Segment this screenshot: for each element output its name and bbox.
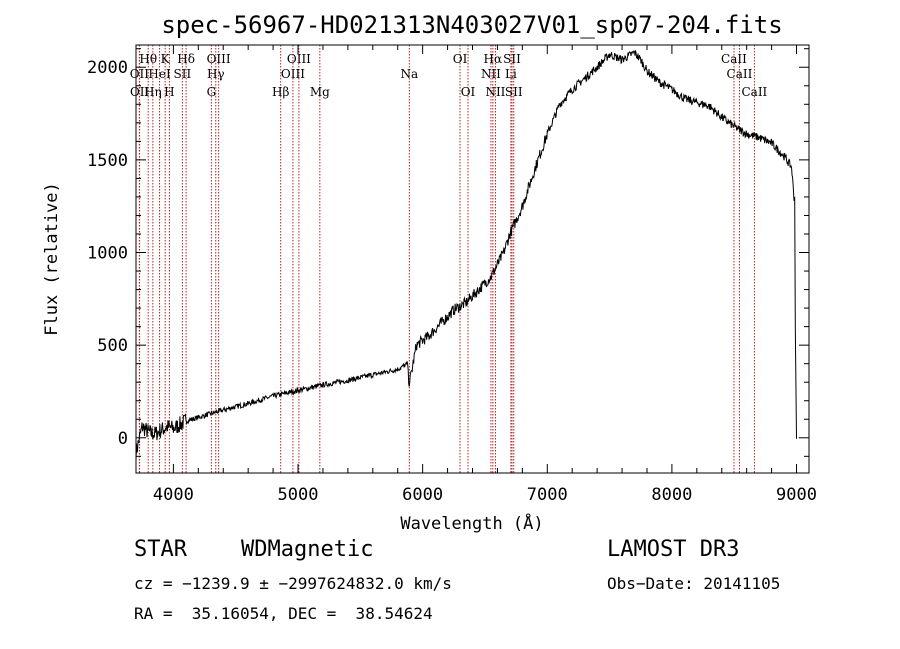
y-tick-label: 0	[118, 429, 128, 449]
x-axis-label: Wavelength (Å)	[400, 512, 543, 534]
spectral-line-label: Hα	[484, 52, 503, 66]
spectral-line-label: HeI	[148, 67, 171, 81]
object-subclass: WDMagnetic	[241, 537, 374, 562]
x-tick-label: 7000	[527, 485, 568, 505]
spectral-line-label: Hβ	[272, 85, 289, 99]
spectral-line-label: OII	[130, 85, 150, 99]
x-tick-label: 4000	[153, 485, 194, 505]
spectral-line-label: Mg	[310, 85, 330, 99]
y-tick-label: 1000	[87, 244, 128, 264]
spectral-line-label: OIII	[281, 67, 305, 81]
spectral-line-label: OII	[130, 67, 150, 81]
x-tick-label: 5000	[278, 485, 319, 505]
observation-date: Obs−Date: 20141105	[607, 574, 781, 593]
plot-frame	[135, 44, 810, 474]
spectral-line-label: Hδ	[177, 52, 195, 66]
spectral-line-label: SII	[505, 85, 523, 99]
survey-name: LAMOST DR3	[607, 537, 740, 562]
x-tick-label: 6000	[402, 485, 443, 505]
spectral-line-label: G	[207, 85, 217, 99]
spectral-line-label: Hθ	[139, 52, 157, 66]
spectral-line-label: Li	[505, 67, 517, 81]
spectral-line-label: CaII	[741, 85, 767, 99]
spectrum-chart: spec-56967-HD021313N403027V01_sp07-204.f…	[42, 11, 817, 534]
y-axis-ticks: 0 500 1000 1500 2000	[87, 48, 809, 457]
y-tick-label: 500	[97, 336, 128, 356]
spectral-line-label: Na	[400, 67, 418, 81]
spectral-line-label: H	[164, 85, 174, 99]
spectral-line-label: OI	[461, 85, 476, 99]
spectrum-line	[135, 50, 797, 462]
object-class: STAR	[134, 537, 187, 562]
spectral-line-label: Hη	[144, 85, 162, 99]
y-tick-label: 1500	[87, 151, 128, 171]
x-axis-ticks: 4000 5000 6000 7000 8000 9000	[153, 45, 817, 505]
spectral-line-label: NII	[485, 85, 505, 99]
x-tick-label: 8000	[651, 485, 692, 505]
spectral-line-label: CaII	[721, 52, 747, 66]
y-axis-label: Flux (relative)	[42, 182, 62, 336]
ra-dec: RA = 35.16054, DEC = 38.54624	[134, 604, 433, 623]
chart-title: spec-56967-HD021313N403027V01_sp07-204.f…	[161, 11, 782, 39]
x-tick-label: 9000	[776, 485, 817, 505]
spectral-line-label: SII	[174, 67, 192, 81]
spectral-line-label: OI	[453, 52, 468, 66]
spectral-line-label: CaII	[727, 67, 753, 81]
spectral-line-label: SII	[503, 52, 521, 66]
spectral-line-label: K	[161, 52, 171, 66]
redshift-cz: cz = −1239.9 ± −2997624832.0 km/s	[134, 574, 452, 593]
spectral-line-label: Hγ	[207, 67, 225, 81]
spectral-line-label: NII	[481, 67, 501, 81]
spectral-line-label: OIII	[207, 52, 231, 66]
spectral-line-markers	[138, 45, 755, 473]
spectral-line-label: OIII	[287, 52, 311, 66]
y-tick-label: 2000	[87, 58, 128, 78]
